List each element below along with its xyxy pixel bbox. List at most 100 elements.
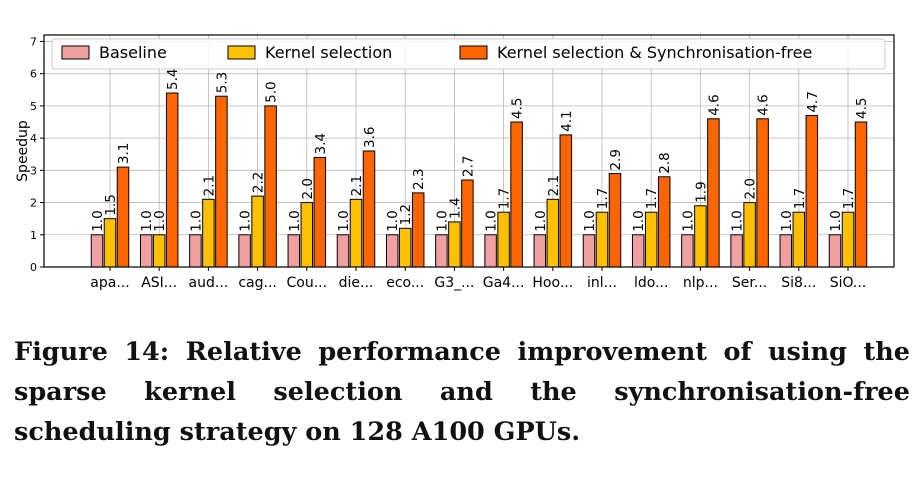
legend-swatch — [459, 45, 488, 60]
y-axis-label: Speedup — [15, 120, 31, 182]
data-label: 1.7 — [841, 188, 857, 209]
data-label: 1.0 — [533, 210, 549, 231]
y-tick-label: 4 — [30, 132, 37, 145]
x-tick-label: eco... — [386, 275, 424, 291]
x-tick-label: SiO... — [830, 275, 867, 291]
bar-baseline — [435, 234, 448, 268]
data-label: 1.7 — [644, 188, 660, 209]
bar-kernel-sync-free — [116, 166, 130, 268]
data-label: 1.0 — [680, 210, 696, 231]
bar-kernel-sync-free — [165, 92, 179, 268]
bar-chart: 1.01.53.11.01.05.41.02.15.31.02.25.01.02… — [15, 34, 895, 291]
data-label: 2.1 — [546, 175, 562, 196]
bar-baseline — [189, 234, 202, 268]
bar-baseline — [238, 234, 251, 268]
y-tick-label: 1 — [30, 229, 37, 242]
data-label: 1.7 — [792, 188, 808, 209]
data-label: 1.0 — [779, 210, 795, 231]
bar-kernel-sync-free — [362, 150, 376, 268]
bar-baseline — [681, 234, 694, 268]
y-tick-label: 5 — [30, 100, 37, 113]
data-label: 2.1 — [349, 175, 365, 196]
x-tick-label: Cou... — [287, 275, 328, 291]
bar-kernel-selection — [152, 234, 166, 268]
x-tick-label: inl... — [587, 275, 617, 291]
bar-baseline — [287, 234, 301, 268]
bar-kernel-selection — [202, 198, 215, 268]
data-label: 1.0 — [90, 210, 106, 231]
legend-label: Kernel selection & Synchronisation-free — [497, 43, 812, 62]
x-tick-label: die... — [339, 275, 374, 291]
bar-kernel-selection — [349, 198, 363, 268]
legend-swatch — [61, 45, 90, 60]
x-tick-label: Ser... — [732, 275, 767, 291]
data-label: 1.5 — [103, 194, 119, 215]
y-tick-label: 6 — [30, 68, 37, 81]
data-label: 3.4 — [313, 133, 329, 154]
data-label: 2.1 — [201, 175, 217, 196]
x-tick-label: G3_... — [434, 275, 474, 291]
data-label: 2.9 — [608, 149, 624, 170]
legend: Baseline Kernel selection Kernel selection… — [51, 38, 886, 70]
y-axis: 0 1 2 3 4 5 6 7 — [30, 35, 44, 274]
y-tick-label: 0 — [30, 261, 37, 274]
data-label: 1.0 — [287, 210, 303, 231]
data-label: 2.8 — [657, 152, 673, 173]
x-tick-label: Si8... — [781, 275, 816, 291]
data-label: 1.0 — [828, 210, 844, 231]
data-label: 5.3 — [214, 72, 230, 93]
bar-kernel-selection — [546, 198, 560, 268]
data-label: 1.7 — [595, 188, 611, 209]
bar-baseline — [582, 234, 596, 268]
data-label-group: 1.01.53.11.01.05.41.02.15.31.02.25.01.02… — [90, 69, 870, 232]
x-tick-label: ldo... — [634, 275, 668, 291]
x-tick-label: apa... — [90, 275, 129, 291]
legend-swatch — [227, 45, 256, 60]
data-label: 3.6 — [362, 127, 378, 148]
data-label: 2.7 — [460, 156, 476, 177]
bar-baseline — [385, 234, 399, 268]
bar-baseline — [730, 234, 743, 268]
data-label: 2.2 — [251, 172, 267, 193]
bar-kernel-selection — [398, 227, 412, 268]
data-label: 1.4 — [447, 197, 463, 218]
bar-kernel-sync-free — [559, 134, 573, 268]
legend-label: Kernel selection — [265, 43, 392, 62]
x-tick-label: nlp... — [683, 275, 718, 291]
data-label: 4.6 — [756, 94, 772, 115]
bar-baseline — [779, 234, 793, 268]
x-tick-label: ASI... — [141, 275, 177, 291]
bar-kernel-sync-free — [313, 156, 327, 268]
data-label: 3.1 — [116, 143, 132, 164]
data-label: 4.6 — [706, 94, 722, 115]
y-tick-label: 2 — [30, 197, 37, 210]
data-label: 2.0 — [300, 178, 316, 199]
bar-baseline — [533, 234, 547, 268]
data-label: 1.0 — [238, 210, 254, 231]
data-label: 4.5 — [854, 98, 870, 119]
data-label: 1.7 — [497, 188, 513, 209]
y-tick-label: 7 — [30, 35, 37, 48]
figure-caption: Figure 14: Relative performance improvem… — [14, 337, 910, 447]
data-label: 2.3 — [411, 168, 427, 189]
x-tick-label: Ga4... — [483, 275, 525, 291]
data-label: 1.0 — [188, 210, 204, 231]
bar-kernel-sync-free — [461, 179, 474, 268]
data-label: 1.0 — [631, 210, 647, 231]
bar-baseline — [484, 234, 497, 268]
x-tick-label: cag... — [238, 275, 277, 291]
legend-label: Baseline — [99, 43, 167, 62]
data-label: 1.9 — [693, 181, 709, 202]
x-tick-label: aud... — [189, 275, 229, 291]
data-label: 4.7 — [805, 91, 821, 112]
data-label: 1.0 — [582, 210, 598, 231]
data-label: 1.0 — [730, 210, 746, 231]
data-label: 1.0 — [385, 210, 401, 231]
data-label: 4.1 — [559, 110, 575, 131]
data-label: 4.5 — [510, 98, 526, 119]
data-label: 1.0 — [152, 210, 168, 231]
bar-baseline — [139, 234, 153, 268]
bar-baseline — [828, 234, 842, 268]
data-label: 5.4 — [165, 69, 181, 90]
plot-frame — [43, 34, 895, 268]
